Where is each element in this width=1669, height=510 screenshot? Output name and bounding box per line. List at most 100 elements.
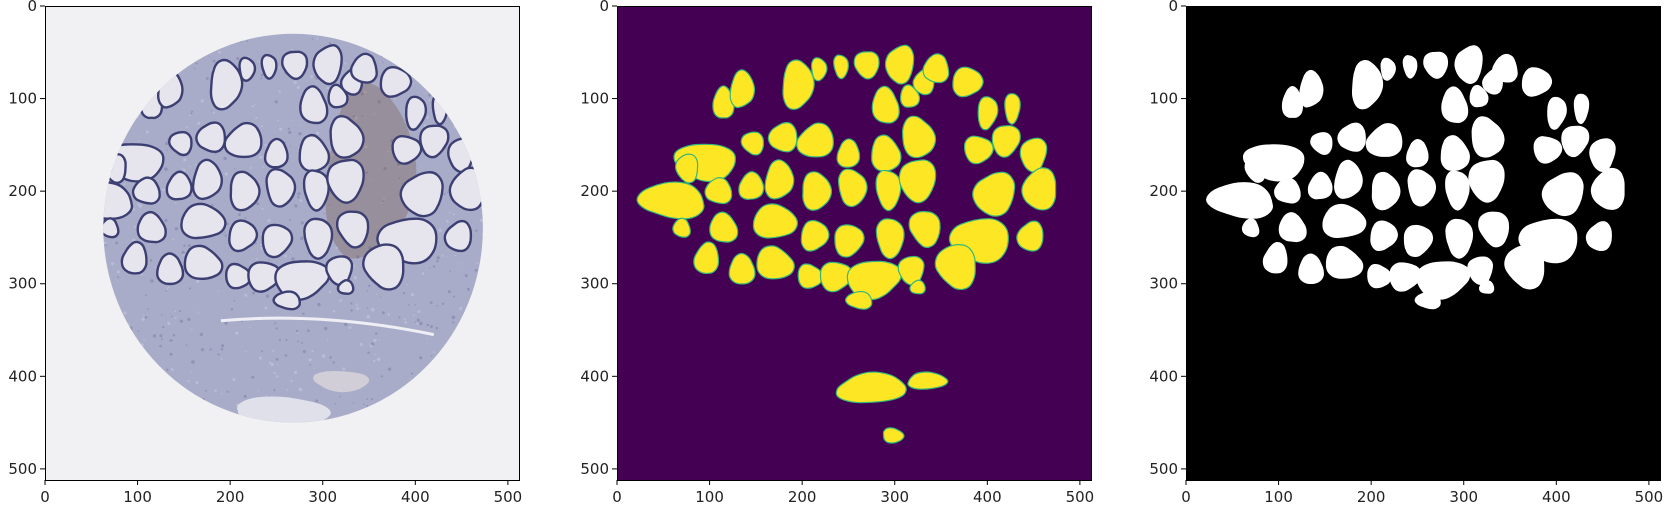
tissue-gland (223, 121, 263, 159)
prediction-blobs (636, 44, 1057, 444)
predicted-heatmap-y-tick-label: 400 (580, 367, 609, 385)
tissue-image-frame (45, 6, 520, 481)
predicted-heatmap-y-tick-label: 0 (599, 0, 609, 15)
mask-blob (1337, 122, 1366, 152)
prediction-blob (900, 84, 921, 108)
prediction-blob (871, 85, 900, 124)
prediction-blob (738, 171, 765, 200)
mask-blob (1278, 212, 1307, 243)
predicted-heatmap-x-tick-label: 500 (1066, 488, 1095, 506)
prediction-blob (1016, 220, 1044, 252)
prediction-blob (1004, 93, 1021, 125)
prediction-blob (934, 243, 976, 291)
tissue-image-y-tick-label: 100 (8, 90, 37, 108)
prediction-blob (797, 263, 824, 289)
ground-truth-mask-y-tick-label: 200 (1149, 182, 1178, 200)
ground-truth-mask-x-tick-label: 300 (1449, 488, 1478, 506)
tissue-gland (335, 210, 370, 249)
tissue-image-y-tick-label: 0 (27, 0, 37, 15)
prediction-blob (800, 219, 830, 252)
mask-blob (1533, 136, 1563, 164)
tissue-gland (195, 121, 227, 154)
mask-blob (1478, 211, 1510, 248)
tissue-image-x-tick-label: 100 (123, 488, 152, 506)
ground-truth-mask-x-tick-label: 400 (1542, 488, 1571, 506)
tissue-gland (327, 83, 349, 109)
mask-blob (1299, 69, 1324, 108)
mask-blob (1334, 159, 1363, 199)
mask-blob (1445, 170, 1470, 211)
prediction-blob (704, 177, 733, 205)
tissue-gland (103, 217, 120, 239)
mask-blob (1274, 177, 1301, 204)
prediction-blob (728, 252, 756, 285)
mask-blob (1504, 244, 1545, 290)
predicted-heatmap-frame (617, 6, 1092, 481)
prediction-blob (835, 371, 907, 404)
prediction-blob (836, 138, 861, 168)
prediction-blob (782, 59, 815, 110)
tissue-gland (260, 53, 278, 80)
mask-blob (1380, 57, 1396, 81)
tissue-image-x-tick-label: 300 (308, 488, 337, 506)
prediction-blob (853, 51, 880, 80)
tissue-image-y-tick-label: 300 (8, 275, 37, 293)
ground-truth-mask-y-tick-label: 0 (1168, 0, 1178, 15)
mask-blob (1416, 261, 1471, 300)
mask-blob (1561, 125, 1590, 158)
tissue-gland (238, 56, 257, 82)
prediction-blob (837, 168, 868, 208)
ground-truth-mask-y-tick-label: 500 (1149, 460, 1178, 478)
tissue-image-x-tick-label: 200 (216, 488, 245, 506)
prediction-blob (709, 211, 739, 243)
prediction-blob (752, 203, 799, 239)
tissue-gland (209, 58, 244, 111)
mask-blob (1371, 171, 1401, 211)
tissue-gland (298, 133, 331, 173)
mask-blob (1471, 116, 1505, 158)
prediction-blob (898, 159, 937, 204)
predicted-heatmap-x-tick-label: 300 (880, 488, 909, 506)
tissue-gland (131, 176, 161, 205)
prediction-blob (897, 255, 925, 286)
tissue-gland (349, 52, 378, 84)
prediction-blob (636, 181, 705, 220)
tissue-image-x-tick-label: 0 (40, 488, 50, 506)
mask-blob (1454, 45, 1483, 85)
prediction-blob (908, 211, 941, 248)
tissue-gland (103, 180, 134, 221)
tissue-gland (336, 279, 355, 296)
prediction-blob (884, 44, 915, 85)
prediction-blob (901, 115, 937, 159)
mask-blob (1262, 241, 1288, 274)
tissue-image-x-tick-label: 400 (401, 488, 430, 506)
mask-blob (1469, 84, 1489, 108)
predicted-heatmap-y-tick-label: 300 (580, 275, 609, 293)
tissue-gland (247, 261, 282, 293)
ground-truth-mask-y-tick-label: 300 (1149, 275, 1178, 293)
tissue-glands (103, 44, 483, 311)
ground-truth-mask-frame (1186, 6, 1661, 481)
mask-blob (1441, 86, 1469, 124)
mask-blob (1468, 159, 1505, 203)
mask-blob (1440, 135, 1470, 172)
mask-blob (1244, 154, 1267, 183)
predicted-heatmap-x-tick-label: 100 (695, 488, 724, 506)
tissue-gland (225, 262, 252, 290)
prediction-blob (972, 171, 1016, 217)
prediction-blob (845, 290, 873, 310)
predicted-heatmap-y-tick-label: 100 (580, 90, 609, 108)
tissue-gland (183, 244, 224, 281)
mask-blob (1370, 220, 1398, 252)
tissue-gland (228, 219, 259, 253)
prediction-blob (907, 371, 949, 390)
mask-blob (1423, 51, 1449, 79)
mask-blob (1547, 96, 1567, 130)
mask-blob (1541, 172, 1584, 217)
tissue-image-y-tick-label: 400 (8, 367, 37, 385)
prediction-blob (833, 54, 850, 80)
ground-truth-mask-x-tick-label: 200 (1357, 488, 1386, 506)
tissue-gland (191, 158, 223, 201)
